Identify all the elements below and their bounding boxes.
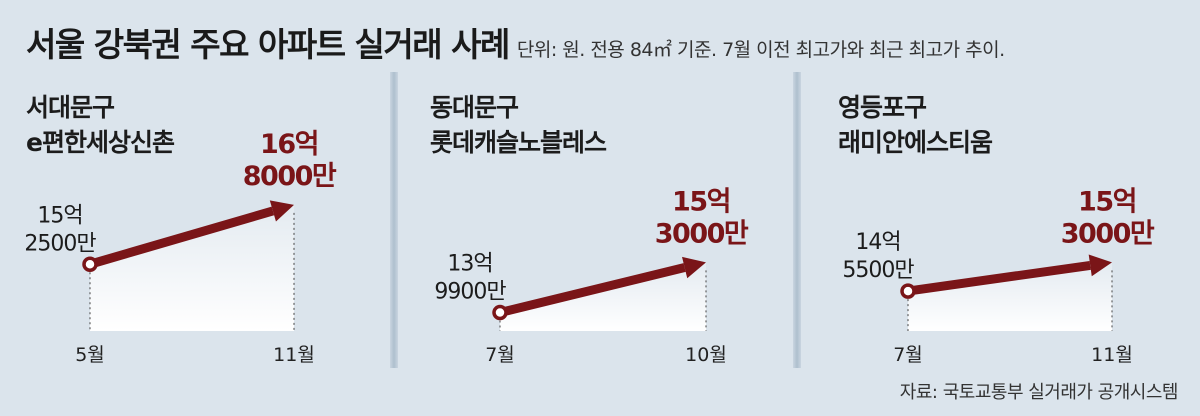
month-tick-label: 10월	[685, 344, 727, 366]
start-value-label: 13억 9900만	[434, 252, 506, 305]
start-value-label: 15억 2500만	[24, 203, 96, 256]
line-chart: 13억 9900만 15억 3000만 7월 10월	[434, 186, 750, 366]
label-line: 8000만	[243, 161, 337, 192]
panel-divider	[390, 72, 398, 368]
label-line: 3000만	[655, 218, 749, 249]
month-tick-label: 7월	[893, 344, 923, 366]
label-line: 15억	[37, 203, 82, 228]
label-line: 3000만	[1061, 218, 1155, 249]
label-line: 15억	[672, 186, 730, 217]
start-point	[900, 283, 916, 299]
trend-arrow	[498, 263, 686, 317]
arrow-head	[682, 256, 706, 279]
trend-arrow	[907, 260, 1091, 296]
trend-arrow	[88, 206, 275, 269]
district-label: 서대문구	[26, 93, 115, 122]
district-label: 동대문구	[430, 93, 519, 122]
label-line: 13억	[447, 252, 492, 277]
end-value-label: 15억 3000만	[655, 186, 749, 249]
trend-area	[90, 204, 294, 331]
chart-title: 서울 강북권 주요 아파트 실거래 사례	[26, 25, 510, 64]
end-value-label: 16억 8000만	[243, 129, 337, 192]
trend-area	[908, 262, 1112, 331]
line-chart: 15억 2500만 16억 8000만 5월 11월	[24, 129, 338, 366]
label-line: 15억	[1078, 186, 1136, 217]
start-point	[82, 256, 98, 272]
panel-divider	[793, 72, 801, 368]
label-line: 2500만	[24, 231, 96, 256]
arrow-head	[269, 200, 294, 222]
label-line: 5500만	[842, 258, 914, 283]
label-line: 9900만	[434, 280, 506, 305]
month-tick-label: 11월	[273, 344, 315, 366]
month-tick-label: 7월	[485, 344, 515, 366]
apartment-label: 롯데캐슬노블레스	[430, 128, 607, 157]
arrow-head	[1088, 254, 1112, 277]
chart-subtitle: 단위: 원. 전용 84㎡ 기준. 7월 이전 최고가와 최근 최고가 추이.	[516, 39, 1005, 61]
chart-header: 서울 강북권 주요 아파트 실거래 사례 단위: 원. 전용 84㎡ 기준. 7월…	[26, 18, 1005, 66]
label-line: 14억	[855, 230, 900, 255]
month-tick-label: 5월	[75, 344, 105, 366]
chart-panel-yeongdeungpo: 영등포구 래미안에스티움 14억 5500만 15억 3000만 7월 11월	[838, 80, 1200, 380]
line-chart: 14억 5500만 15억 3000만 7월 11월	[842, 186, 1156, 366]
label-line: 16억	[260, 129, 318, 160]
start-value-label: 14억 5500만	[842, 230, 914, 283]
district-label: 영등포구	[838, 93, 927, 122]
apartment-label: e편한세상신촌	[26, 128, 175, 157]
month-tick-label: 11월	[1091, 344, 1133, 366]
source-note: 자료: 국토교통부 실거래가 공개시스템	[899, 382, 1179, 403]
end-value-label: 15억 3000만	[1061, 186, 1155, 249]
apartment-label: 래미안에스티움	[838, 128, 993, 157]
start-point	[492, 304, 508, 321]
chart-panel-seodaemun: 서대문구 e편한세상신촌 15억 2500만 16억 8000만 5월 11월	[24, 80, 406, 380]
chart-panel-dongdaemun: 동대문구 롯데캐슬노블레스 13억 9900만 15억 3000만 7월 10월	[430, 80, 810, 380]
